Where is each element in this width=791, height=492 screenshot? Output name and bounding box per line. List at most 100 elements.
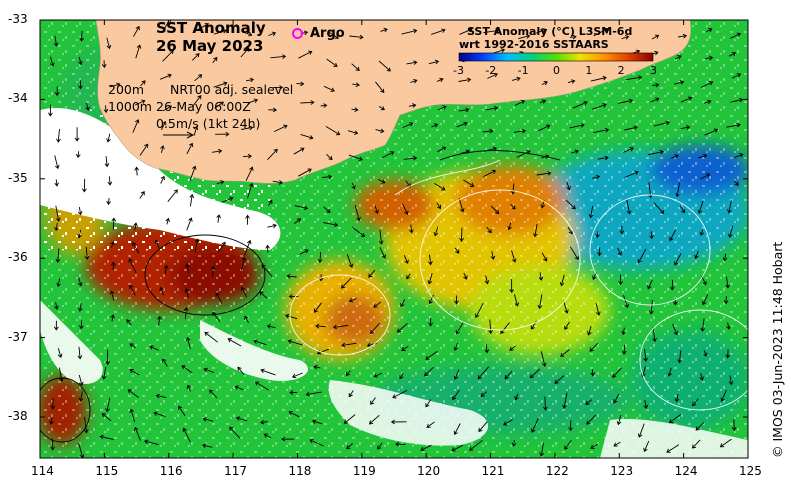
velocity-arrow xyxy=(403,255,409,264)
velocity-arrow xyxy=(483,28,500,34)
velocity-arrow xyxy=(132,241,140,254)
map-frame xyxy=(39,19,749,459)
velocity-arrow xyxy=(144,439,159,446)
velocity-arrow xyxy=(531,417,539,433)
velocity-arrow xyxy=(483,169,497,178)
velocity-arrow xyxy=(213,81,228,88)
velocity-arrow xyxy=(700,318,706,332)
velocity-arrow xyxy=(469,439,483,451)
velocity-arrow xyxy=(181,365,193,374)
velocity-arrow xyxy=(451,444,464,452)
velocity-arrow xyxy=(246,77,255,83)
velocity-arrow xyxy=(503,419,513,426)
velocity-arrow xyxy=(111,217,117,230)
velocity-arrow xyxy=(77,277,83,287)
colorbar-tick: 3 xyxy=(650,64,657,77)
velocity-arrow xyxy=(241,31,253,37)
velocity-arrow xyxy=(487,72,498,79)
velocity-arrow xyxy=(58,367,64,383)
velocity-arrow xyxy=(538,272,544,281)
velocity-arrow xyxy=(242,153,253,159)
velocity-arrow xyxy=(82,178,87,193)
velocity-vectors xyxy=(48,20,744,458)
velocity-arrow xyxy=(189,193,195,207)
velocity-arrow xyxy=(511,439,517,447)
velocity-arrow xyxy=(427,272,433,285)
velocity-arrow xyxy=(616,415,622,426)
velocity-arrow xyxy=(79,30,85,42)
velocity-arrow xyxy=(569,34,577,40)
velocity-arrow xyxy=(514,393,519,401)
velocity-arrow xyxy=(75,151,81,159)
velocity-arrow xyxy=(50,56,55,67)
velocity-arrow xyxy=(454,247,460,254)
velocity-arrow xyxy=(509,345,516,351)
velocity-arrow xyxy=(571,149,579,154)
velocity-arrow xyxy=(106,133,111,143)
velocity-arrow xyxy=(624,125,638,131)
velocity-arrow xyxy=(78,391,84,402)
velocity-arrow xyxy=(155,393,167,399)
y-tick-label: -33 xyxy=(8,12,28,26)
velocity-arrow xyxy=(564,321,570,330)
velocity-arrow xyxy=(653,120,670,127)
velocity-arrow xyxy=(378,229,384,245)
velocity-arrow xyxy=(530,320,537,330)
contours xyxy=(289,159,748,411)
velocity-arrow xyxy=(215,292,223,304)
x-tick-label: 122 xyxy=(545,464,569,478)
velocity-arrow xyxy=(288,294,299,299)
velocity-arrow xyxy=(727,200,732,214)
velocity-arrow xyxy=(210,265,216,277)
velocity-arrow xyxy=(726,322,731,330)
velocity-arrow xyxy=(159,73,172,80)
velocity-arrow xyxy=(368,269,376,278)
velocity-arrow xyxy=(83,416,89,434)
velocity-arrow xyxy=(266,324,276,329)
velocity-arrow xyxy=(621,327,626,336)
velocity-arrow xyxy=(162,358,168,367)
velocity-arrow xyxy=(204,331,218,343)
velocity-arrow xyxy=(480,391,487,397)
x-tick-label: 116 xyxy=(159,464,183,478)
velocity-arrow xyxy=(554,375,565,384)
velocity-arrow xyxy=(74,127,80,142)
velocity-arrow xyxy=(245,214,250,225)
velocity-arrow xyxy=(431,123,439,128)
velocity-arrow xyxy=(454,295,459,305)
velocity-arrow xyxy=(241,256,247,271)
velocity-arrow xyxy=(55,205,61,222)
velocity-arrow xyxy=(163,264,169,275)
velocity-arrow xyxy=(84,246,90,261)
velocity-arrow xyxy=(54,179,60,187)
velocity-arrow xyxy=(129,343,137,349)
velocity-arrow xyxy=(704,128,719,136)
colorbar-tick: -3 xyxy=(453,64,464,77)
velocity-arrow xyxy=(511,250,517,263)
velocity-arrow xyxy=(406,273,411,280)
velocity-arrow xyxy=(586,325,592,336)
velocity-arrow xyxy=(700,81,714,88)
velocity-arrow xyxy=(612,367,622,379)
velocity-arrow xyxy=(643,399,649,410)
velocity-arrow xyxy=(191,53,200,61)
velocity-arrow xyxy=(667,367,672,377)
velocity-arrow xyxy=(286,273,297,279)
colorbar-title: SST Anomaly (°C) L3SM-6d xyxy=(467,25,633,38)
velocity-arrow xyxy=(260,368,276,376)
velocity-arrow xyxy=(410,78,418,84)
velocity-arrow xyxy=(315,323,327,329)
velocity-arrow xyxy=(719,438,732,448)
velocity-arrow xyxy=(186,384,192,392)
velocity-arrow xyxy=(221,196,234,203)
velocity-arrow xyxy=(352,226,366,238)
velocity-arrow xyxy=(436,77,444,83)
velocity-arrow xyxy=(184,288,190,299)
velocity-arrow xyxy=(240,286,248,298)
velocity-arrow xyxy=(595,303,601,316)
velocity-arrow xyxy=(680,96,693,103)
velocity-arrow xyxy=(185,337,191,350)
velocity-arrow xyxy=(486,226,492,234)
velocity-arrow xyxy=(103,105,109,114)
velocity-arrow xyxy=(458,77,472,83)
